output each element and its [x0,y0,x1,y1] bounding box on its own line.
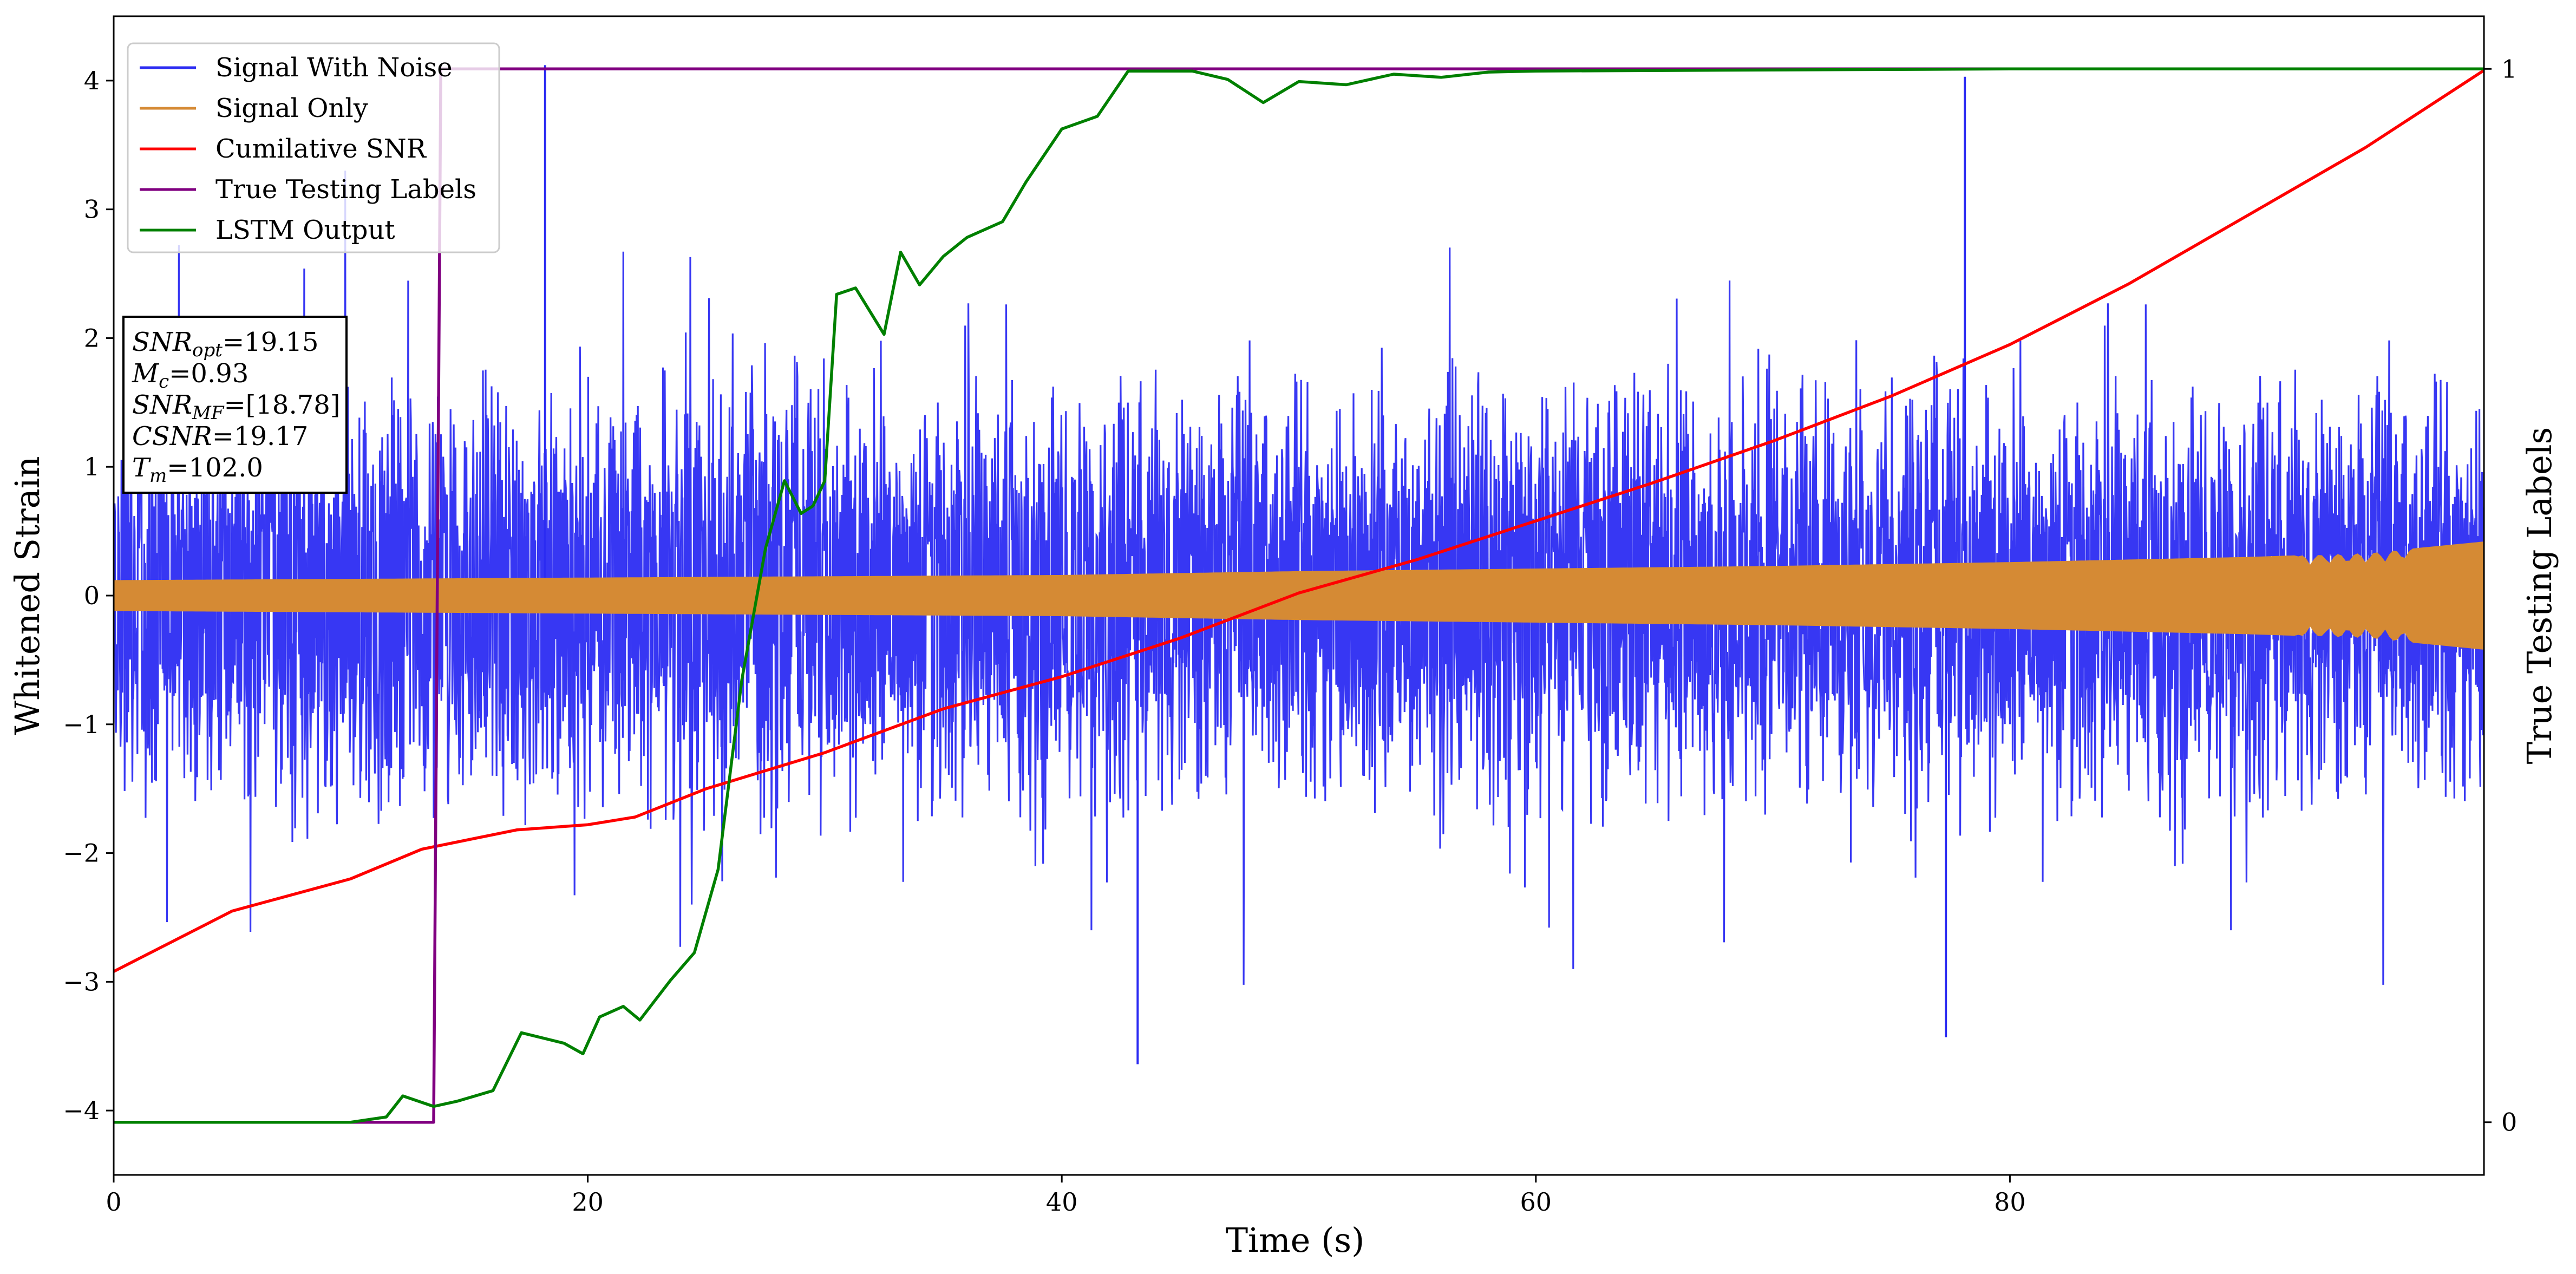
legend-items: Signal With Noise Signal Only Cumilative S… [140,53,476,245]
y-tick-label: 4 [84,66,100,95]
legend-label: LSTM Output [215,215,395,245]
x-tick-label: 60 [1520,1187,1552,1217]
legend: Signal With Noise Signal Only Cumilative S… [127,42,500,253]
y2-axis-label: True Testing Labels [2520,427,2559,765]
parameter-annotation-box: SNRopt=19.15Mc=0.93SNRMF=[18.78]CSNR=19.… [122,316,348,494]
signal-only-series [114,541,2484,650]
annotation-line: CSNR=19.17 [132,421,308,452]
annotation-line: SNRMF=[18.78] [132,390,341,424]
x-tick-label: 0 [106,1187,121,1217]
y2-tick-label: 0 [2501,1108,2517,1137]
annotation-lines: SNRopt=19.15Mc=0.93SNRMF=[18.78]CSNR=19.… [132,327,341,487]
y-tick-label: −4 [63,1096,100,1125]
x-axis-label: Time (s) [1226,1220,1365,1260]
y-tick-label: 0 [84,581,100,610]
legend-label: Cumilative SNR [215,134,427,164]
annotation-frame [122,316,348,494]
cumulative-snr-line [114,69,2484,973]
annotation-line: Tm=102.0 [132,453,263,487]
y-tick-label: −3 [63,967,100,996]
annotation-line: SNRopt=19.15 [132,327,319,361]
y-tick-label: −2 [63,839,100,868]
x-tick-label: 20 [572,1187,604,1217]
x-tick-label: 40 [1046,1187,1078,1217]
legend-label: Signal With Noise [215,53,453,83]
y-tick-label: 2 [84,323,100,352]
line-series-group [114,67,2484,1124]
signal-only-band [114,541,2484,650]
y-axis-label: Whitened Strain [8,456,47,735]
x-tick-label: 80 [1994,1187,2026,1217]
y-tick-label: 3 [84,195,100,224]
y2-tick-label: 1 [2501,54,2517,83]
annotation-line: Mc=0.93 [132,358,249,393]
y-tick-label: 1 [84,452,100,481]
y-tick-label: −1 [63,710,100,739]
legend-label: True Testing Labels [215,174,476,205]
legend-label: Signal Only [215,93,368,123]
lstm-output-line [114,67,2484,1124]
legend-frame [127,42,500,253]
